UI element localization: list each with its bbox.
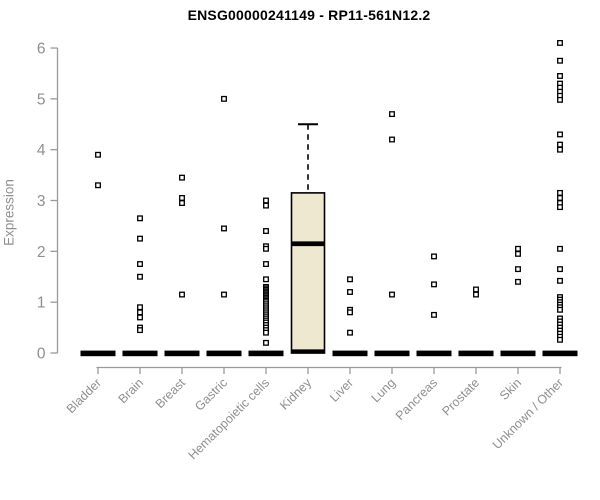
y-tick-label: 1 [37,295,46,312]
y-tick-label: 6 [37,41,46,58]
outlier-point [557,277,563,284]
outlier-point [221,225,227,232]
outlier-point [557,336,563,343]
zero-median-bar [122,350,158,357]
outlier-point [137,261,143,267]
outlier-point [263,197,269,204]
outlier-point [263,339,269,346]
outlier-point [473,286,479,293]
outlier-point [347,309,353,316]
zero-median-bar [164,350,200,357]
outlier-point [263,276,269,283]
outlier-point [137,327,143,334]
x-category-label: Gastric [192,376,230,414]
x-category-label: Prostate [439,376,482,419]
x-category-label: Kidney [277,375,314,412]
outlier-point [347,329,353,336]
outlier-point [137,273,143,280]
outlier-point [557,245,563,252]
zero-median-bar [416,350,452,357]
x-category-label: Pancreas [393,376,440,423]
outlier-point [263,261,269,267]
outlier-point [515,266,521,273]
outlier-point [137,309,143,316]
outlier-point [389,136,395,143]
x-category-label: Hematopoietic cells [186,376,273,463]
outlier-point [347,289,353,295]
zero-median-bar [458,350,494,357]
outlier-point [557,146,563,153]
y-tick-label: 0 [37,346,46,363]
y-tick-label: 3 [37,193,46,210]
zero-median-bar [206,350,242,357]
x-category-label: Breast [153,375,189,411]
outlier-point [557,131,563,138]
x-category-label: Lung [369,376,399,406]
outlier-point [557,189,563,196]
outlier-point [179,174,185,181]
outlier-point [347,276,353,283]
y-tick-label: 5 [37,91,46,108]
x-category-label: Bladder [64,376,104,416]
zero-median-bar [248,350,284,357]
outlier-point [263,329,269,336]
outlier-point [389,291,395,298]
outlier-point [557,96,563,103]
x-category-label: Brain [116,376,147,407]
outlier-point [389,111,395,118]
zero-median-bar [500,350,536,357]
outlier-point [557,141,563,148]
zero-median-bar [542,350,578,357]
outlier-point [221,95,227,102]
outlier-point [557,306,563,313]
outlier-point [515,250,521,257]
y-tick-label: 4 [37,142,46,159]
outlier-point [431,281,437,288]
y-tick-label: 2 [37,244,46,261]
outlier-point [515,278,521,285]
outlier-point [179,291,185,298]
outlier-point [557,39,563,46]
x-category-label: Liver [327,376,356,405]
x-category-label: Skin [497,376,524,403]
outlier-point [263,245,269,252]
outlier-point [95,182,101,189]
outlier-point [557,73,563,79]
outlier-point [515,245,521,252]
box [290,192,326,354]
outlier-point [431,253,437,260]
outlier-point [557,195,563,201]
x-category-label: Unknown / Other [490,376,566,452]
outlier-point [431,311,437,318]
outlier-point [137,314,143,321]
outlier-point [557,266,563,273]
outlier-point [473,291,479,298]
outlier-point [221,291,227,298]
outlier-point [557,57,563,64]
outlier-point [137,304,143,311]
outlier-point [557,204,563,211]
outlier-point [179,200,185,207]
outlier-point [137,215,143,222]
zero-median-bar [80,350,116,357]
outlier-point [179,195,185,201]
zero-median-bar [374,350,410,357]
outlier-point [263,228,269,234]
outlier-point [137,235,143,242]
outlier-point [263,202,269,209]
zero-median-bar [332,350,368,357]
outlier-point [95,151,101,158]
chart-title: ENSG00000241149 - RP11-561N12.2 [187,7,431,23]
